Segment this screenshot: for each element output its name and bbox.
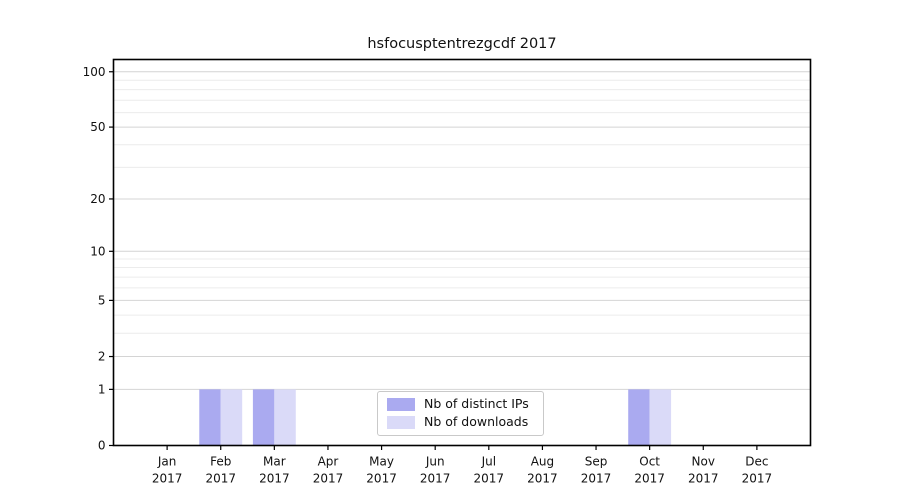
- x-tick-label-month: May: [369, 455, 394, 469]
- x-tick-label-year: 2017: [742, 472, 773, 486]
- y-tick-label: 5: [98, 293, 106, 307]
- x-tick-label-year: 2017: [205, 472, 236, 486]
- x-tick-label-month: Jul: [481, 455, 496, 469]
- legend-swatch-distinct-ips: [387, 398, 415, 411]
- y-tick-label: 0: [98, 439, 106, 453]
- y-tick-label: 2: [98, 350, 106, 364]
- bar-downloads-oct: [649, 389, 672, 446]
- plot-frame: [112, 58, 812, 447]
- x-tick-label-month: Oct: [639, 455, 660, 469]
- bar-downloads-feb: [220, 389, 243, 446]
- y-tick-label: 20: [90, 192, 105, 206]
- x-tick-label-year: 2017: [527, 472, 558, 486]
- legend: Nb of distinct IPs Nb of downloads: [377, 391, 544, 436]
- x-tick-label-year: 2017: [259, 472, 290, 486]
- x-tick-label-month: Feb: [210, 455, 231, 469]
- legend-label-downloads: Nb of downloads: [424, 414, 529, 430]
- legend-label-distinct-ips: Nb of distinct IPs: [424, 396, 529, 412]
- x-tick-label-month: Nov: [692, 455, 715, 469]
- bar-ips-feb: [199, 389, 221, 446]
- x-tick-label-year: 2017: [474, 472, 505, 486]
- x-tick-label-month: Jun: [425, 455, 445, 469]
- x-tick-label-month: Jan: [157, 455, 177, 469]
- legend-item-distinct-ips: Nb of distinct IPs: [387, 398, 535, 411]
- chart-title: hsfocusptentrezgcdf 2017: [367, 36, 557, 52]
- bar-ips-mar: [252, 389, 275, 446]
- y-tick-label: 100: [83, 65, 106, 79]
- x-tick-label-year: 2017: [688, 472, 719, 486]
- y-tick-label: 10: [90, 244, 105, 258]
- legend-swatch-downloads: [387, 416, 415, 429]
- x-tick-label-year: 2017: [366, 472, 397, 486]
- x-tick-label-month: Sep: [585, 455, 608, 469]
- x-tick-label-month: Aug: [531, 455, 554, 469]
- x-tick-label-year: 2017: [313, 472, 344, 486]
- x-tick-label-year: 2017: [634, 472, 665, 486]
- x-tick-label-month: Mar: [263, 455, 286, 469]
- legend-item-downloads: Nb of downloads: [387, 416, 535, 429]
- bar-downloads-mar: [274, 389, 296, 446]
- x-tick-label-year: 2017: [581, 472, 612, 486]
- x-tick-label-year: 2017: [152, 472, 183, 486]
- bar-ips-oct: [628, 389, 650, 446]
- x-tick-label-month: Apr: [318, 455, 339, 469]
- y-tick-label: 1: [98, 382, 106, 396]
- x-tick-label-month: Dec: [745, 455, 768, 469]
- y-tick-label: 50: [90, 120, 105, 134]
- x-tick-label-year: 2017: [420, 472, 451, 486]
